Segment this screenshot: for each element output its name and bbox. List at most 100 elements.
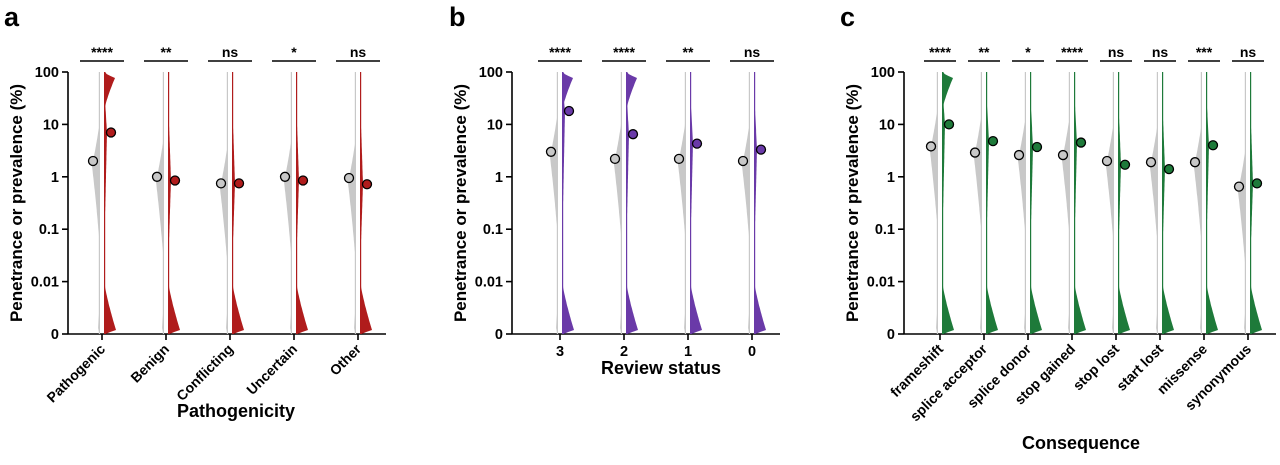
y-tick-label: 10 <box>879 117 895 133</box>
category-2: ** 1 <box>666 44 710 360</box>
significance-label: * <box>291 44 297 60</box>
violin-prevalence <box>220 72 228 334</box>
y-axis-label: Penetrance or prevalence (%) <box>7 84 26 322</box>
significance-label: ** <box>683 44 694 60</box>
violin-penetrance <box>986 72 998 334</box>
violin-prevalence <box>1018 72 1026 334</box>
significance-label: **** <box>91 44 113 60</box>
significance-label: * <box>1025 44 1031 60</box>
violin-penetrance <box>1250 72 1262 334</box>
panel-letter: c <box>840 2 855 32</box>
violin-prevalence <box>550 72 558 334</box>
violin-penetrance <box>754 72 766 334</box>
category-0: **** 3 <box>538 44 582 360</box>
category-6: ***missense <box>1154 44 1220 397</box>
median-point-penetrance <box>297 175 309 186</box>
median-point-penetrance <box>1119 159 1131 170</box>
category-4: ns Other <box>326 44 380 379</box>
median-point-prevalence <box>1013 149 1025 161</box>
significance-label: ns <box>1108 44 1125 60</box>
median-point-penetrance <box>987 135 999 147</box>
x-axis-label: Pathogenicity <box>177 401 295 421</box>
y-axis-label: Penetrance or prevalence (%) <box>451 84 470 322</box>
significance-label: **** <box>929 44 951 60</box>
x-axis-label: Consequence <box>1022 433 1140 453</box>
median-point-prevalence <box>151 171 163 182</box>
median-point-prevalence <box>1233 181 1245 192</box>
y-tick-label: 100 <box>871 65 895 81</box>
x-axis-label: Review status <box>601 358 721 378</box>
median-point-prevalence <box>215 178 227 189</box>
violin-penetrance <box>104 72 116 334</box>
violin-penetrance <box>1030 72 1042 334</box>
median-point-prevalence <box>1101 155 1113 167</box>
y-tick-label: 10 <box>43 117 59 133</box>
x-tick-label: 2 <box>620 344 628 360</box>
violin-prevalence <box>1238 72 1246 334</box>
panel-letter: a <box>4 2 20 32</box>
violin-penetrance <box>360 72 372 334</box>
x-tick-label: Benign <box>127 341 172 386</box>
x-tick-label: Other <box>326 340 364 378</box>
significance-label: ns <box>222 44 239 60</box>
median-point-penetrance <box>691 138 703 149</box>
category-0: ****frameshift <box>887 44 956 400</box>
y-tick-label: 1 <box>51 170 59 186</box>
median-point-prevalence <box>673 153 685 165</box>
violin-penetrance <box>168 72 180 334</box>
violin-prevalence <box>1062 72 1070 334</box>
violin-prevalence <box>974 72 982 334</box>
median-point-penetrance <box>105 127 117 138</box>
violin-penetrance <box>1162 72 1174 334</box>
y-tick-label: 0 <box>495 327 503 343</box>
significance-label: **** <box>1061 44 1083 60</box>
median-point-prevalence <box>87 155 99 167</box>
y-tick-label: 0.01 <box>867 275 895 291</box>
x-tick-label: Conflicting <box>173 341 236 404</box>
median-point-prevalence <box>969 147 981 158</box>
x-tick-label: Uncertain <box>243 341 300 398</box>
panel-a: a Penetrance or prevalence (%) 0 0.01 0.1 1 10… <box>4 2 386 421</box>
significance-label: ns <box>350 44 367 60</box>
median-point-prevalence <box>925 141 937 152</box>
y-tick-label: 0.01 <box>31 275 59 291</box>
y-tick-label: 0.01 <box>475 275 503 291</box>
y-tick-label: 1 <box>887 170 895 186</box>
violin-prevalence <box>284 72 292 334</box>
violin-prevalence <box>678 72 686 334</box>
median-point-penetrance <box>943 119 955 130</box>
y-tick-label: 0.1 <box>875 222 895 238</box>
median-point-penetrance <box>627 129 639 140</box>
median-point-penetrance <box>1251 178 1263 189</box>
violin-penetrance <box>232 72 244 334</box>
x-tick-label: 1 <box>684 344 692 360</box>
y-tick-label: 100 <box>479 65 503 81</box>
category-1: **** 2 <box>602 44 646 360</box>
violin-prevalence <box>614 72 622 334</box>
x-tick-label: stop lost <box>1070 341 1123 394</box>
median-point-prevalence <box>1057 149 1069 161</box>
significance-label: ** <box>979 44 990 60</box>
violin-penetrance <box>626 72 638 334</box>
median-point-penetrance <box>755 144 767 155</box>
median-point-prevalence <box>737 155 749 167</box>
significance-label: **** <box>549 44 571 60</box>
median-point-penetrance <box>1207 140 1219 151</box>
significance-label: ns <box>1152 44 1169 60</box>
category-2: ns Conflicting <box>173 44 252 404</box>
violin-prevalence <box>92 72 100 334</box>
violin-penetrance <box>942 72 954 334</box>
violin-penetrance <box>690 72 702 334</box>
x-tick-label: 0 <box>748 344 756 360</box>
category-4: ns stop lost <box>1070 44 1132 393</box>
violin-penetrance <box>562 72 574 334</box>
median-point-penetrance <box>563 105 575 117</box>
significance-label: ns <box>744 44 761 60</box>
significance-label: *** <box>1196 44 1213 60</box>
y-tick-label: 1 <box>495 170 503 186</box>
significance-label: **** <box>613 44 635 60</box>
median-point-prevalence <box>1189 157 1201 168</box>
y-tick-label: 0.1 <box>39 222 59 238</box>
x-tick-label: Pathogenic <box>43 341 108 406</box>
